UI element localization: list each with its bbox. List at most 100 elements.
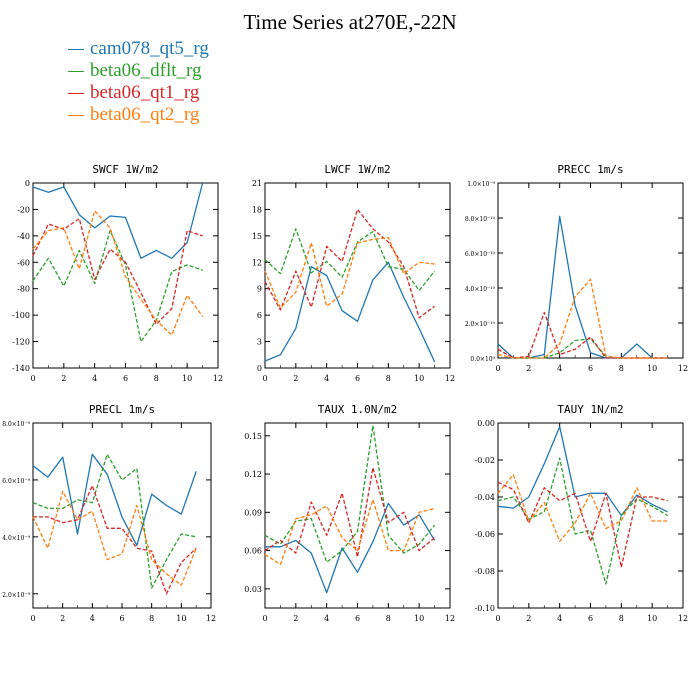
y-tick-label: -0.04 [474,493,495,502]
x-tick-label: 6 [123,374,128,383]
x-tick-label: 10 [414,614,424,623]
y-tick-label: 0 [25,179,30,188]
series-line [497,457,668,585]
legend-item: beta06_qt2_rg [68,104,209,126]
legend-label: cam078_qt5_rg [90,38,209,59]
y-tick-label: -140 [12,364,30,373]
x-tick-label: 8 [154,374,159,383]
x-tick-label: 4 [324,614,329,623]
series-line [32,218,203,326]
plot-frame [497,182,684,359]
chart-panel: SWCF 1W/m2 0 2 4 6 8 10 12 -140 -120 -100 -80 -60 -40… [12,163,223,383]
legend-item: cam078_qt5_rg [68,38,209,60]
x-tick-label: 4 [324,374,329,383]
chart-panel: TAUY 1N/m2 0 2 4 6 8 10 12 -0.10 -0.08 -0.06 -0.04 -… [474,403,688,623]
y-tick-label: 2.0×10⁻¹⁰ [465,321,496,328]
x-tick-label: 2 [293,374,298,383]
legend-label: beta06_dflt_rg [90,60,202,81]
legend: cam078_qt5_rg beta06_dflt_rg beta06_qt1_… [68,38,209,126]
series-line [32,210,204,336]
x-tick-label: 8 [386,614,391,623]
x-tick-label: 12 [445,614,455,623]
series-line [264,467,436,558]
series-line [264,424,436,563]
y-tick-label: 1.0×10⁻⁹ [467,181,495,188]
y-tick-label: 0.00 [477,419,495,428]
y-tick-label: 2.0×10⁻⁹ [2,592,30,599]
y-tick-label: -0.06 [474,530,495,539]
x-tick-label: 6 [119,614,124,623]
y-tick-label: 21 [252,179,262,188]
x-tick-label: 12 [445,374,455,383]
y-tick-label: 12 [252,258,262,267]
y-tick-label: 4.0×10⁻¹⁰ [465,286,496,293]
y-tick-label: 6.0×10⁻⁹ [2,478,30,485]
page-title: Time Series at270E,-22N [243,10,457,34]
legend-item: beta06_dflt_rg [68,60,209,82]
series-line [264,498,435,566]
y-tick-label: 8.0×10⁻¹⁰ [465,216,496,223]
y-tick-label: 0.12 [244,470,262,479]
legend-label: beta06_qt1_rg [90,82,200,103]
x-tick-label: 8 [619,364,624,373]
x-tick-label: 0 [30,374,35,383]
x-tick-label: 10 [647,614,657,623]
x-tick-label: 0 [30,614,35,623]
series-line [497,474,668,543]
panel-title: LWCF 1W/m2 [324,163,390,176]
legend-swatch [68,70,84,72]
series-line [32,490,197,586]
y-tick-label: 4.0×10⁻⁹ [2,535,30,542]
y-tick-label: 18 [252,205,262,214]
y-tick-label: -120 [12,338,30,347]
x-tick-label: 12 [206,614,216,623]
x-tick-label: 2 [60,614,65,623]
x-tick-label: 10 [647,364,657,373]
y-tick-label: 6.0×10⁻¹⁰ [465,251,496,258]
plot-frame [264,182,451,369]
y-tick-label: -0.08 [474,567,495,576]
y-tick-label: 0.09 [244,508,262,517]
series-line [497,481,668,568]
y-tick-label: -40 [17,232,30,241]
y-tick-label: 8.0×10⁻⁹ [2,421,30,428]
series-line [264,208,435,319]
x-tick-label: 10 [176,614,186,623]
y-tick-label: 0.06 [244,547,262,556]
x-tick-label: 10 [414,374,424,383]
x-tick-label: 4 [557,364,562,373]
x-tick-label: 4 [90,614,95,623]
series-line [32,453,197,589]
chart-panel: PRECC 1m/s 0 2 4 6 8 10 12 0.0×10⁰ 2.0×10⁻¹⁰ 4.0×1… [465,163,688,373]
series-line [264,261,436,363]
series-line [264,236,435,309]
x-tick-label: 2 [61,374,66,383]
y-tick-label: 3 [257,338,262,347]
series-line [497,426,668,517]
x-tick-label: 12 [678,364,688,373]
y-tick-label: -80 [17,285,30,294]
legend-swatch [68,114,84,116]
y-tick-label: 0.03 [244,585,262,594]
series-line [32,453,197,547]
series-line [497,311,668,359]
legend-swatch [68,92,84,94]
x-tick-label: 8 [619,614,624,623]
y-tick-label: -60 [17,258,30,267]
x-tick-label: 0 [495,614,500,623]
series-line [265,502,436,594]
x-tick-label: 8 [149,614,154,623]
panel-title: PRECC 1m/s [557,163,623,176]
x-tick-label: 2 [526,614,531,623]
x-tick-label: 0 [495,364,500,373]
y-tick-label: 0.15 [244,432,262,441]
series-line [32,182,204,259]
series-line [264,228,436,292]
chart-panel: PRECL 1m/s 0 2 4 6 8 10 12 2.0×10⁻⁹ 4.0×10⁻⁹ 6.0×1… [2,403,216,623]
y-tick-label: 0 [257,364,262,373]
y-tick-label: 0.0×10⁰ [470,356,495,363]
y-tick-label: 15 [252,232,262,241]
x-tick-label: 12 [678,614,688,623]
chart-panel: LWCF 1W/m2 0 2 4 6 8 10 12 0 3 6 9 12 15 18 21 [252,163,455,383]
